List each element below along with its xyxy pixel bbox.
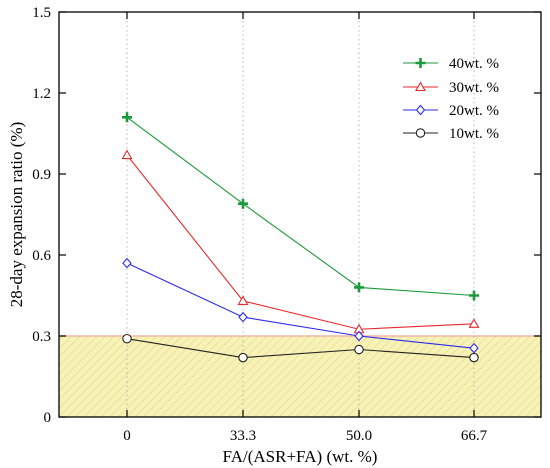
series-diamond [122, 257, 479, 354]
legend-label: 20wt. % [449, 103, 499, 119]
x-axis-title: FA/(ASR+FA) (wt. %) [223, 447, 378, 466]
data-point [122, 112, 132, 123]
data-point [354, 344, 364, 355]
threshold-region-layer [59, 335, 541, 417]
data-point [468, 318, 480, 328]
legend-item: 10wt. % [403, 126, 499, 142]
data-point [238, 352, 248, 363]
x-tick-label: 33.3 [230, 428, 256, 444]
y-tick-label: 0 [44, 410, 52, 426]
series-line [126, 154, 475, 330]
series-line [126, 116, 475, 297]
legend-marker [415, 58, 426, 68]
x-tick-label: 50.0 [346, 428, 372, 444]
y-tick-label: 0.6 [32, 248, 51, 264]
x-tick-label: 66.7 [461, 428, 488, 444]
series-triangle [121, 149, 480, 334]
series-plus [122, 112, 479, 301]
series-circle [122, 333, 479, 363]
threshold-region [59, 336, 541, 417]
legend-marker [415, 128, 426, 138]
data-point [238, 198, 248, 209]
y-tick-label: 0.3 [32, 329, 51, 345]
y-axis-title: 28-day expansion ratio (%) [7, 122, 26, 308]
legend-item: 30wt. % [403, 80, 499, 96]
data-point [121, 149, 133, 160]
axes-layer: 0 0.3 0.6 0.9 1.2 1.5 0 33.3 50.0 66.7 [32, 5, 542, 444]
y-tick-label: 1.5 [32, 5, 51, 21]
series-line [126, 262, 475, 349]
legend-item: 20wt. % [403, 103, 499, 119]
data-point [237, 295, 249, 305]
x-tick-label: 0 [123, 428, 131, 444]
legend-label: 30wt. % [449, 80, 499, 96]
legend-marker [415, 81, 426, 92]
legend-label: 40wt. % [449, 56, 499, 72]
data-point [354, 282, 364, 293]
y-tick-label: 0.9 [32, 167, 51, 183]
data-point [469, 290, 479, 301]
legend-marker [415, 104, 426, 116]
data-point [354, 330, 364, 342]
series-layer [121, 112, 480, 363]
series-line [126, 338, 475, 359]
legend: 40wt. % 30wt. % 20wt. % 10wt. % [403, 56, 499, 142]
plot-frame [58, 11, 542, 418]
data-point [238, 311, 248, 323]
data-point [122, 333, 132, 344]
data-point [469, 342, 479, 354]
data-point [122, 257, 132, 269]
legend-label: 10wt. % [449, 126, 499, 142]
legend-item: 40wt. % [403, 56, 499, 72]
y-tick-label: 1.2 [32, 86, 51, 102]
data-point [469, 352, 479, 363]
